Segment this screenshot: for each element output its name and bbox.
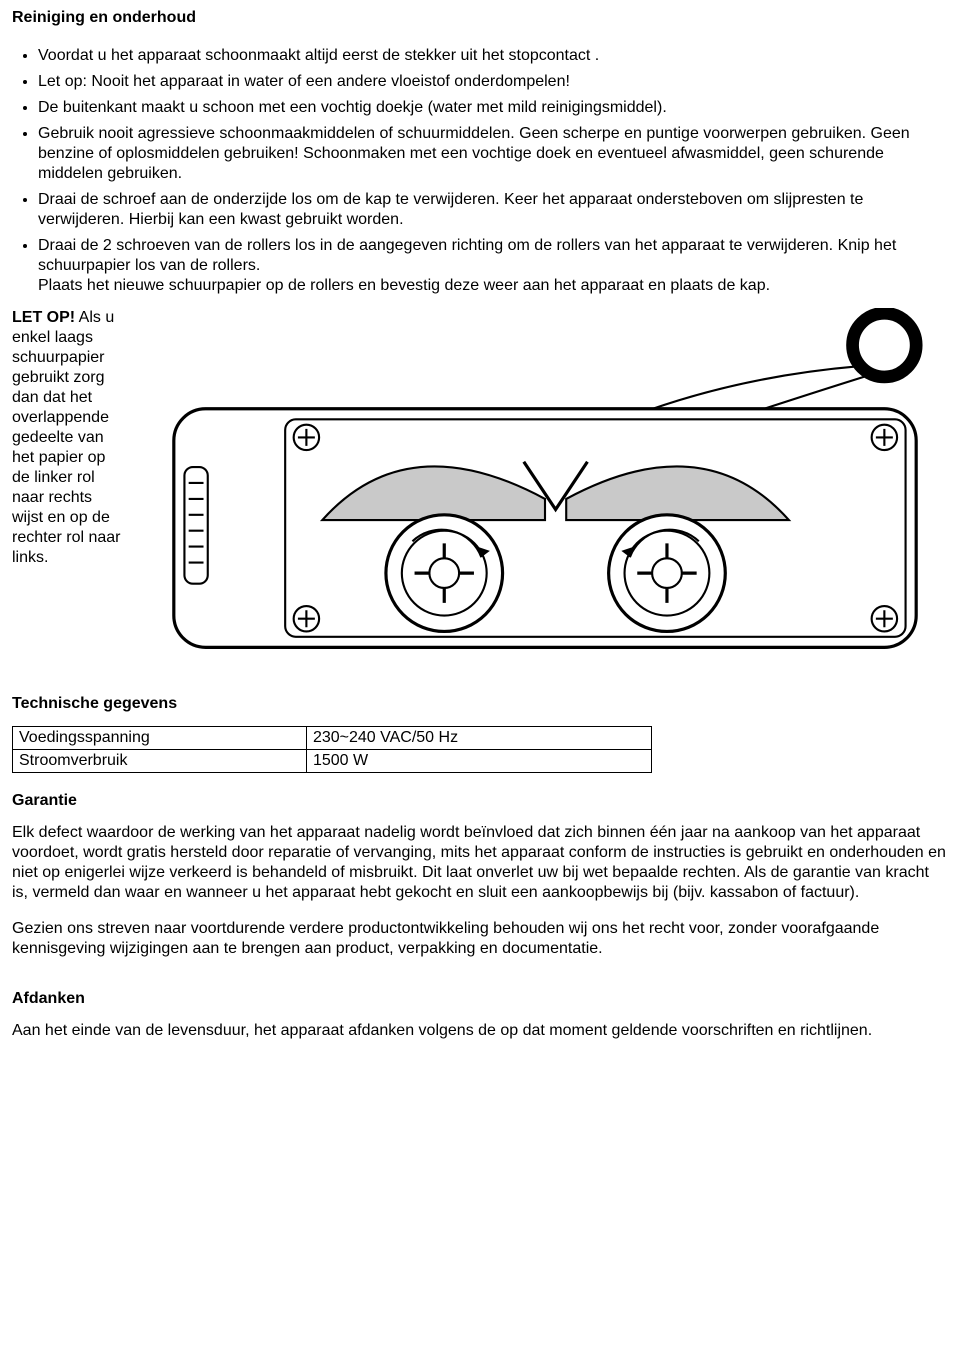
spec-value: 230~240 VAC/50 Hz	[306, 726, 651, 749]
list-item: Draai de 2 schroeven van de rollers los …	[38, 236, 948, 296]
section-title-cleaning: Reiniging en onderhoud	[12, 8, 948, 28]
letop-rest: Als u enkel laags schuurpapier gebruikt …	[12, 309, 121, 566]
list-item: De buitenkant maakt u schoon met een voc…	[38, 98, 948, 118]
letop-note: LET OP! Als u enkel laags schuurpapier g…	[12, 308, 122, 568]
spec-value: 1500 W	[306, 749, 651, 772]
specs-table: Voedingsspanning 230~240 VAC/50 Hz Stroo…	[12, 726, 652, 773]
device-diagram	[142, 308, 948, 664]
spec-label: Stroomverbruik	[13, 749, 307, 772]
list-item: Draai de schroef aan de onderzijde los o…	[38, 190, 948, 230]
table-row: Stroomverbruik 1500 W	[13, 749, 652, 772]
list-item: Gebruik nooit agressieve schoonmaakmidde…	[38, 124, 948, 184]
table-row: Voedingsspanning 230~240 VAC/50 Hz	[13, 726, 652, 749]
cleaning-list: Voordat u het apparaat schoonmaakt altij…	[12, 46, 948, 296]
warranty-paragraph-1: Elk defect waardoor de werking van het a…	[12, 823, 948, 903]
letop-bold: LET OP!	[12, 309, 75, 326]
section-title-specs: Technische gegevens	[12, 694, 948, 714]
spec-label: Voedingsspanning	[13, 726, 307, 749]
warranty-paragraph-2: Gezien ons streven naar voortdurende ver…	[12, 919, 948, 959]
section-title-warranty: Garantie	[12, 791, 948, 811]
dispose-paragraph: Aan het einde van de levensduur, het app…	[12, 1021, 948, 1041]
list-item: Let op: Nooit het apparaat in water of e…	[38, 72, 948, 92]
list-item: Voordat u het apparaat schoonmaakt altij…	[38, 46, 948, 66]
section-title-dispose: Afdanken	[12, 989, 948, 1009]
